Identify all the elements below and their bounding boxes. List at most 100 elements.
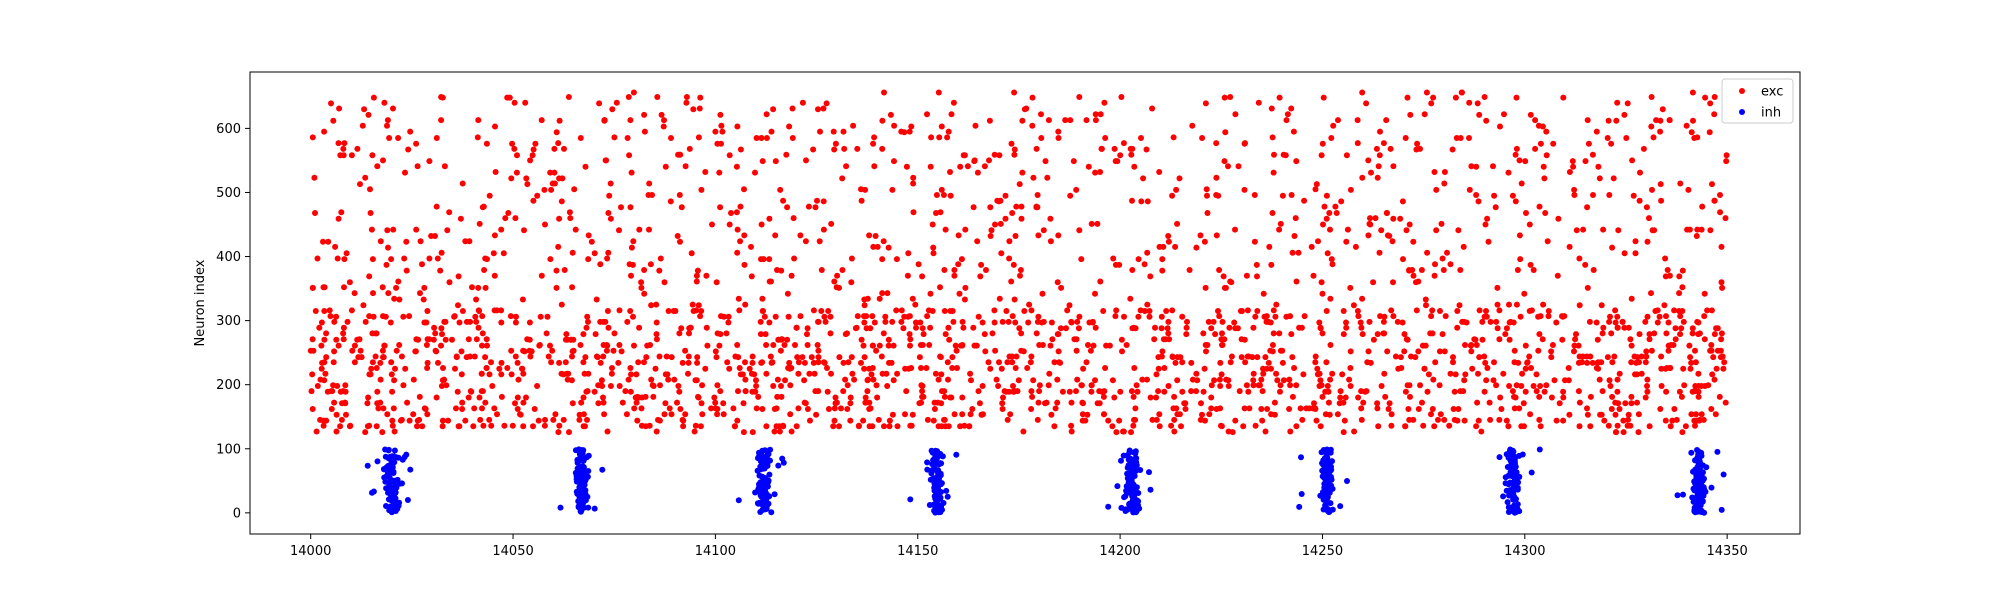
exc-spike	[630, 313, 636, 320]
exc-spike	[1088, 220, 1095, 227]
exc-spike	[548, 359, 555, 366]
exc-spike	[1476, 307, 1483, 314]
exc-spike	[735, 354, 742, 361]
exc-spike	[628, 371, 634, 378]
exc-spike	[1121, 313, 1127, 320]
inh-spike	[1513, 496, 1519, 502]
exc-spike	[736, 307, 743, 314]
exc-spike	[1596, 376, 1603, 383]
inh-spike	[934, 448, 941, 455]
inh-spike	[926, 502, 933, 508]
exc-spike	[1152, 324, 1158, 331]
exc-spike	[1571, 348, 1577, 355]
inh-spike	[1131, 449, 1138, 456]
exc-spike	[1016, 325, 1023, 332]
exc-spike	[1293, 382, 1300, 389]
exc-spike	[1134, 388, 1141, 395]
exc-spike	[834, 272, 841, 279]
exc-spike	[1714, 347, 1721, 354]
exc-spike	[998, 250, 1005, 257]
exc-spike	[457, 215, 464, 222]
x-tick-label: 14300	[1504, 544, 1545, 559]
exc-spike	[1513, 94, 1520, 101]
y-tick-label: 0	[233, 506, 241, 521]
exc-spike	[1092, 111, 1099, 118]
exc-spike	[653, 428, 660, 435]
inh-spike	[1690, 485, 1697, 492]
exc-spike	[555, 140, 562, 147]
exc-spike	[1698, 411, 1705, 418]
exc-spike	[379, 284, 386, 291]
legend-label-inh: inh	[1761, 106, 1781, 121]
inh-spike	[931, 455, 938, 462]
exc-spike	[1141, 261, 1148, 268]
exc-spike	[867, 325, 874, 332]
exc-spike	[1286, 406, 1293, 412]
exc-spike	[1330, 122, 1337, 129]
exc-spike	[335, 215, 342, 222]
exc-spike	[1117, 388, 1124, 395]
exc-spike	[558, 301, 565, 308]
exc-spike	[942, 226, 949, 233]
exc-spike	[1427, 330, 1434, 337]
exc-spike	[1431, 423, 1438, 430]
exc-spike	[360, 302, 367, 309]
exc-spike	[1193, 244, 1200, 251]
exc-spike	[1146, 313, 1153, 320]
exc-spike	[849, 370, 856, 377]
exc-spike	[926, 342, 933, 348]
exc-spike	[1532, 117, 1539, 124]
exc-spike	[1596, 175, 1603, 182]
exc-spike	[840, 128, 847, 135]
inh-spike	[1508, 465, 1515, 472]
exc-spike	[704, 342, 711, 349]
exc-spike	[1217, 405, 1224, 412]
exc-spike	[928, 134, 935, 141]
exc-spike	[1153, 416, 1160, 423]
exc-spike	[1509, 388, 1516, 395]
exc-spike	[392, 365, 398, 372]
exc-spike	[1090, 342, 1097, 349]
exc-spike	[438, 325, 445, 332]
exc-spike	[656, 353, 663, 360]
exc-spike	[1632, 238, 1639, 245]
exc-spike	[1505, 423, 1512, 430]
exc-spike	[933, 210, 939, 216]
exc-spike	[1370, 336, 1377, 343]
exc-spike	[1364, 359, 1371, 366]
exc-spike	[1637, 169, 1643, 176]
exc-spike	[426, 336, 433, 343]
exc-spike	[440, 365, 446, 371]
inh-spike	[760, 497, 767, 504]
exc-spike	[969, 406, 976, 412]
exc-spike	[1665, 319, 1672, 326]
exc-spike	[1439, 331, 1446, 338]
exc-spike	[365, 394, 372, 401]
exc-spike	[467, 388, 474, 395]
exc-spike	[1287, 382, 1294, 389]
exc-spike	[702, 169, 709, 175]
exc-spike	[569, 284, 576, 291]
exc-spike	[971, 158, 978, 165]
exc-spike	[1025, 319, 1032, 326]
exc-spike	[1481, 353, 1488, 360]
exc-spike	[1408, 353, 1414, 360]
inh-spike	[1512, 480, 1519, 487]
exc-spike	[1132, 416, 1139, 423]
exc-spike	[1033, 145, 1040, 152]
exc-spike	[1505, 169, 1512, 176]
exc-spike	[901, 313, 908, 320]
exc-spike	[1472, 336, 1479, 343]
exc-spike	[1144, 376, 1150, 383]
exc-spike	[1019, 169, 1026, 176]
exc-spike	[643, 354, 650, 361]
exc-spike	[1718, 330, 1725, 337]
inh-spike	[385, 496, 392, 503]
exc-spike	[1375, 423, 1382, 430]
exc-spike	[386, 135, 393, 141]
exc-spike	[1211, 377, 1218, 384]
exc-spike	[541, 422, 548, 429]
exc-spike	[1068, 422, 1075, 429]
exc-spike	[475, 284, 482, 291]
exc-spike	[337, 152, 344, 159]
